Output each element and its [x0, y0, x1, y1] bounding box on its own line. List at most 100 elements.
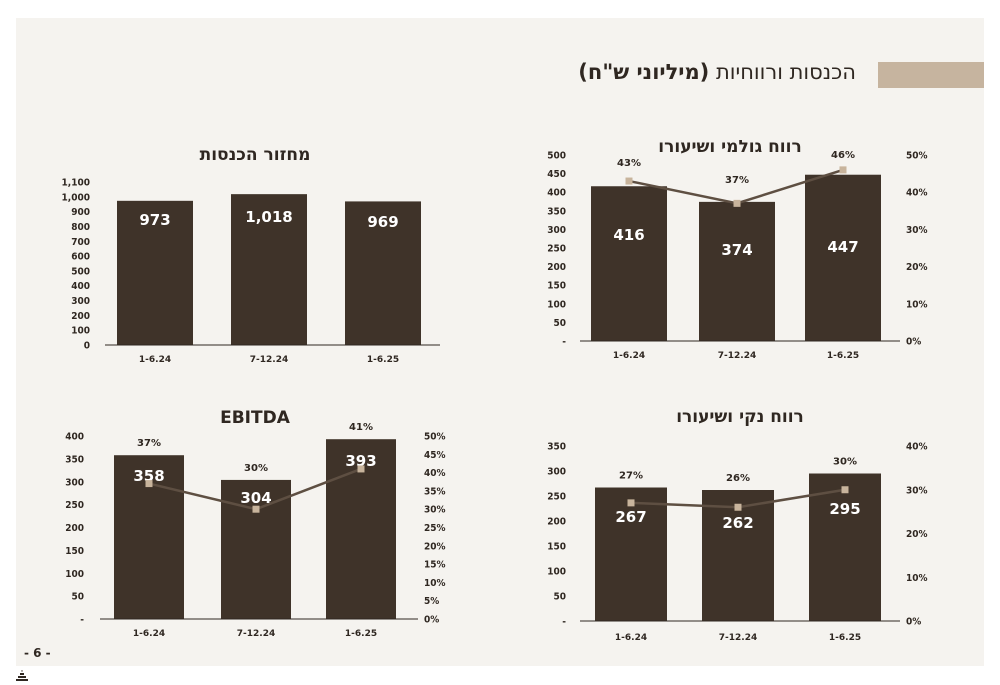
ebitda-y2-tick: 5% — [424, 596, 439, 607]
net-bar-value-label: 262 — [722, 514, 753, 532]
page-title-units: (מיליוני ש"ח) — [578, 60, 710, 84]
revenue-category-label: 7-12.24 — [250, 355, 288, 365]
ebitda-y-tick: 200 — [65, 523, 84, 534]
gross-percent-marker — [733, 199, 741, 207]
revenue-chart-title: מחזור הכנסות — [200, 145, 311, 165]
revenue-y-tick: 900 — [71, 207, 90, 218]
ebitda-percent-marker — [357, 465, 365, 473]
net-percent-label: 27% — [619, 471, 643, 482]
gross-y-tick: 250 — [547, 244, 566, 255]
page-title-main: הכנסות ורווחיות — [715, 60, 856, 84]
ebitda-percent-label: 30% — [244, 463, 268, 474]
gross-bar-value-label: 416 — [613, 226, 644, 244]
ebitda-chart-title: EBITDA — [220, 408, 291, 428]
ebitda-bar-value-label: 304 — [240, 489, 271, 507]
revenue-y-tick: 300 — [71, 296, 90, 307]
net-bar — [809, 473, 881, 621]
ebitda-y2-tick: 25% — [424, 523, 446, 534]
ebitda-y2-tick: 45% — [424, 450, 446, 461]
gross-percent-label: 37% — [725, 175, 749, 186]
gross-category-label: 7-12.24 — [718, 351, 756, 361]
net-y2-tick: 10% — [906, 573, 928, 584]
gross-category-label: 1-6.24 — [613, 351, 645, 361]
ebitda-bar-value-label: 358 — [133, 467, 164, 485]
gross-y2-tick: 50% — [906, 151, 928, 162]
gross-y-tick: 350 — [547, 206, 566, 217]
net-y2-tick: 30% — [906, 485, 928, 496]
net-percent-marker — [627, 499, 635, 507]
ebitda-y2-tick: 50% — [424, 432, 446, 443]
page-title: הכנסות ורווחיות (מיליוני ש"ח) — [578, 60, 856, 84]
revenue-y-tick: 600 — [71, 252, 90, 263]
ebitda-percent-marker — [145, 480, 153, 488]
gross-bar — [805, 174, 881, 341]
net-y-tick: 100 — [547, 567, 566, 578]
gross-bar-value-label: 374 — [721, 241, 752, 259]
page-number: - 6 - — [24, 646, 51, 660]
revenue-bar — [117, 200, 193, 345]
revenue-category-label: 1-6.24 — [139, 355, 171, 365]
net-y-tick: 350 — [547, 442, 566, 453]
ebitda-y2-tick: 15% — [424, 560, 446, 571]
net-y-tick: 300 — [547, 467, 566, 478]
ebitda-percent-label: 41% — [349, 422, 373, 433]
gross-y-tick: 100 — [547, 299, 566, 310]
revenue-y-tick: 500 — [71, 266, 90, 277]
net-percent-label: 26% — [726, 473, 750, 484]
ebitda-y-tick: 300 — [65, 477, 84, 488]
gross-percent-label: 43% — [617, 158, 641, 169]
gross-category-label: 1-6.25 — [827, 351, 859, 361]
net-percent-marker — [841, 486, 849, 494]
revenue-category-label: 1-6.25 — [367, 355, 399, 365]
net-y-tick: 50 — [553, 592, 566, 603]
revenue-bar-value-label: 969 — [367, 213, 398, 231]
gross-chart-title: רווח גולמי ושיעורו — [658, 137, 801, 157]
ebitda-y-tick: - — [80, 615, 84, 626]
gross-percent-label: 46% — [831, 150, 855, 161]
net-percent-label: 30% — [833, 457, 857, 468]
net-y2-tick: 0% — [906, 617, 921, 628]
net-y2-tick: 20% — [906, 529, 928, 540]
ebitda-y2-tick: 35% — [424, 486, 446, 497]
ebitda-category-label: 1-6.24 — [133, 629, 165, 639]
gross-percent-marker — [839, 166, 847, 174]
revenue-y-tick: 1,000 — [62, 192, 90, 203]
gross-y2-tick: 20% — [906, 262, 928, 273]
ebitda-y-tick: 250 — [65, 500, 84, 511]
net-y2-tick: 40% — [906, 442, 928, 453]
ebitda-bar-value-label: 393 — [345, 452, 376, 470]
gross-y2-tick: 10% — [906, 299, 928, 310]
gross-y-tick: 500 — [547, 151, 566, 162]
ebitda-category-label: 1-6.25 — [345, 629, 377, 639]
revenue-bar — [231, 194, 307, 345]
gross-bar-value-label: 447 — [827, 238, 858, 256]
ebitda-y2-tick: 10% — [424, 578, 446, 589]
gross-y-tick: 50 — [553, 318, 566, 329]
revenue-bar-value-label: 1,018 — [245, 208, 292, 226]
net-y-tick: 200 — [547, 517, 566, 528]
revenue-y-tick: 1,100 — [62, 178, 90, 189]
net-bar-value-label: 295 — [829, 500, 860, 518]
ebitda-y-tick: 350 — [65, 454, 84, 465]
gross-y2-tick: 40% — [906, 188, 928, 199]
revenue-y-tick: 200 — [71, 311, 90, 322]
net-y-tick: 250 — [547, 492, 566, 503]
net-category-label: 1-6.25 — [829, 633, 861, 643]
header-accent-bar — [878, 62, 984, 88]
gross-bar — [591, 186, 667, 341]
gross-y-tick: 450 — [547, 169, 566, 180]
gross-y-tick: 300 — [547, 225, 566, 236]
revenue-y-tick: 0 — [84, 341, 90, 352]
ebitda-y2-tick: 20% — [424, 541, 446, 552]
ebitda-y2-tick: 30% — [424, 505, 446, 516]
ebitda-y-tick: 150 — [65, 546, 84, 557]
gross-y2-tick: 0% — [906, 337, 921, 348]
net-bar-value-label: 267 — [615, 508, 646, 526]
gross-bar — [699, 201, 775, 341]
net-category-label: 7-12.24 — [719, 633, 757, 643]
ebitda-y-tick: 100 — [65, 569, 84, 580]
net-chart-title: רווח נקי ושיעורו — [676, 407, 804, 427]
revenue-y-tick: 100 — [71, 326, 90, 337]
net-y-tick: 150 — [547, 542, 566, 553]
